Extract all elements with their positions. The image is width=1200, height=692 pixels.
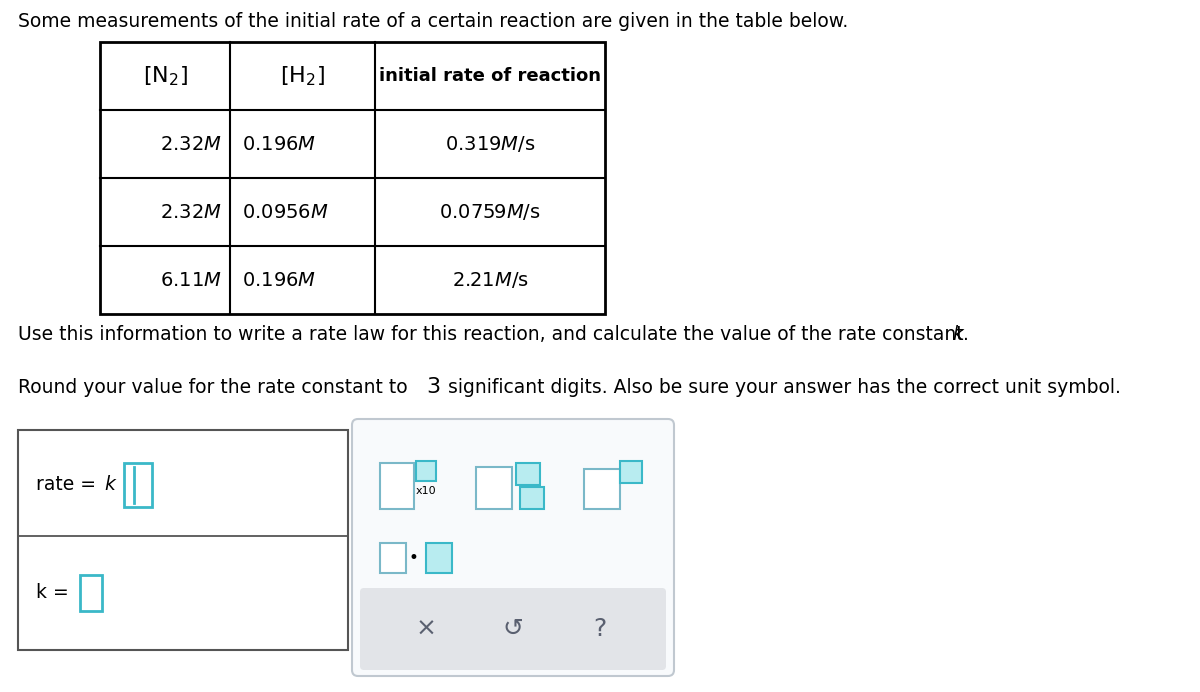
Text: 0.196$\mathit{M}$: 0.196$\mathit{M}$ — [242, 271, 316, 289]
Text: significant digits. Also be sure your answer has the correct unit symbol.: significant digits. Also be sure your an… — [442, 378, 1121, 397]
Bar — [516, 463, 540, 485]
Bar — [124, 463, 152, 507]
FancyBboxPatch shape — [360, 588, 666, 670]
Bar — [380, 543, 406, 573]
Text: 2.21$\mathit{M}$/s: 2.21$\mathit{M}$/s — [451, 270, 528, 290]
Text: $\left[\mathregular{H_2}\right]$: $\left[\mathregular{H_2}\right]$ — [280, 64, 325, 88]
Bar — [100, 42, 605, 314]
Text: ?: ? — [593, 617, 606, 641]
Text: •: • — [408, 549, 418, 567]
Bar — [380, 463, 414, 509]
Text: Use this information to write a rate law for this reaction, and calculate the va: Use this information to write a rate law… — [18, 325, 970, 344]
Text: 2.32$\mathit{M}$: 2.32$\mathit{M}$ — [161, 203, 222, 221]
Text: 2.32$\mathit{M}$: 2.32$\mathit{M}$ — [161, 134, 222, 154]
Bar — [80, 575, 102, 611]
Text: 0.319$\mathit{M}$/s: 0.319$\mathit{M}$/s — [445, 134, 535, 154]
Bar — [426, 543, 452, 573]
Bar — [620, 461, 642, 483]
Text: ↺: ↺ — [503, 617, 523, 641]
Bar — [416, 461, 436, 481]
Bar — [476, 467, 512, 509]
Text: Round your value for the rate constant to: Round your value for the rate constant t… — [18, 378, 414, 397]
Bar — [18, 430, 348, 650]
Text: 0.196$\mathit{M}$: 0.196$\mathit{M}$ — [242, 134, 316, 154]
Text: $\mathit{k}$: $\mathit{k}$ — [104, 475, 118, 495]
Text: ×: × — [415, 617, 437, 641]
Text: 0.0956$\mathit{M}$: 0.0956$\mathit{M}$ — [242, 203, 329, 221]
Text: 0.0759$\mathit{M}$/s: 0.0759$\mathit{M}$/s — [439, 202, 541, 222]
Text: x10: x10 — [416, 486, 437, 495]
Text: $\left[\mathregular{N_2}\right]$: $\left[\mathregular{N_2}\right]$ — [143, 64, 187, 88]
Text: rate =: rate = — [36, 475, 102, 495]
Text: Some measurements of the initial rate of a certain reaction are given in the tab: Some measurements of the initial rate of… — [18, 12, 848, 31]
Bar — [520, 487, 544, 509]
FancyBboxPatch shape — [352, 419, 674, 676]
Text: k =: k = — [36, 583, 74, 602]
Text: 6.11$\mathit{M}$: 6.11$\mathit{M}$ — [161, 271, 222, 289]
Text: initial rate of reaction: initial rate of reaction — [379, 67, 601, 85]
Bar — [584, 469, 620, 509]
Text: 3: 3 — [426, 377, 440, 397]
Text: $\mathit{k}$.: $\mathit{k}$. — [952, 325, 968, 344]
